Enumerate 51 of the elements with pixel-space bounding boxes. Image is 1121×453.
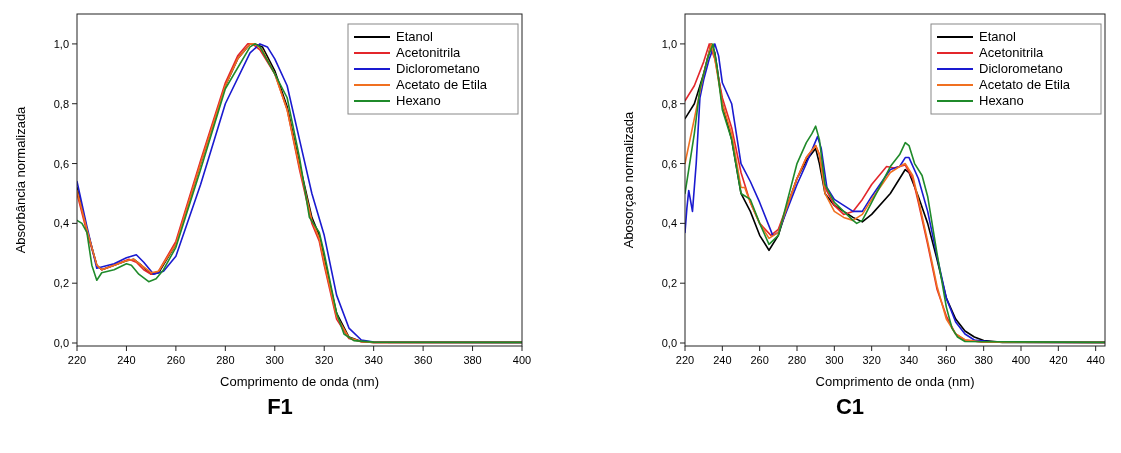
x-tick-label: 300 xyxy=(265,354,284,366)
y-tick-label: 0,8 xyxy=(661,97,677,110)
y-tick-label: 0,2 xyxy=(53,277,69,290)
y-tick-label: 0,6 xyxy=(53,157,69,170)
y-tick-label: 0,8 xyxy=(53,97,69,110)
line-series xyxy=(685,43,1105,344)
y-tick-label: 0,0 xyxy=(661,337,677,350)
x-tick-label: 360 xyxy=(937,354,956,366)
legend-label: Acetonitrila xyxy=(396,45,462,60)
y-tick-label: 0,4 xyxy=(661,217,677,230)
x-tick-label: 240 xyxy=(117,354,136,366)
x-axis-title: Comprimento de onda (nm) xyxy=(220,374,379,389)
x-tick-label: 360 xyxy=(413,354,433,366)
x-tick-label: 220 xyxy=(67,354,87,366)
x-tick-label: 280 xyxy=(216,354,235,366)
y-axis-title: Absorbância normalizada xyxy=(13,105,28,254)
x-axis-title: Comprimento de onda (nm) xyxy=(815,374,975,389)
x-tick-label: 220 xyxy=(675,354,695,366)
x-tick-label: 440 xyxy=(1086,354,1105,366)
x-tick-label: 400 xyxy=(512,354,532,366)
x-tick-label: 400 xyxy=(1011,354,1031,366)
legend-label: Hexano xyxy=(979,93,1024,108)
x-tick-label: 380 xyxy=(974,354,993,366)
legend-label: Hexano xyxy=(396,93,441,108)
x-tick-label: 260 xyxy=(750,354,769,366)
legend-label: Acetato de Etila xyxy=(396,77,488,92)
y-tick-label: 0,0 xyxy=(53,337,69,350)
y-tick-label: 1,0 xyxy=(661,37,677,50)
legend-label: Diclorometano xyxy=(979,61,1063,76)
text: F1 xyxy=(267,394,293,419)
x-tick-label: 240 xyxy=(713,354,732,366)
x-tick-label: 340 xyxy=(364,354,383,366)
x-tick-label: 340 xyxy=(899,354,919,366)
x-tick-label: 320 xyxy=(862,354,881,366)
x-tick-label: 420 xyxy=(1049,354,1068,366)
y-axis-title: Abosorçao normalizada xyxy=(621,110,636,249)
legend-label: Acetonitrila xyxy=(979,45,1045,60)
legend-label: Diclorometano xyxy=(396,61,480,76)
text: C1 xyxy=(835,394,865,419)
y-tick-label: 0,6 xyxy=(661,157,677,170)
x-tick-label: 280 xyxy=(787,354,807,366)
legend-label: Etanol xyxy=(979,29,1016,44)
legend-label: Acetato de Etila xyxy=(979,77,1071,92)
x-tick-label: 300 xyxy=(825,354,844,366)
legend-label: Etanol xyxy=(396,29,433,44)
y-tick-label: 0,4 xyxy=(53,217,69,230)
y-tick-label: 1,0 xyxy=(53,37,69,50)
x-tick-label: 380 xyxy=(463,354,482,366)
x-tick-label: 320 xyxy=(315,354,334,366)
x-tick-label: 260 xyxy=(166,354,186,366)
y-tick-label: 0,2 xyxy=(661,277,677,290)
